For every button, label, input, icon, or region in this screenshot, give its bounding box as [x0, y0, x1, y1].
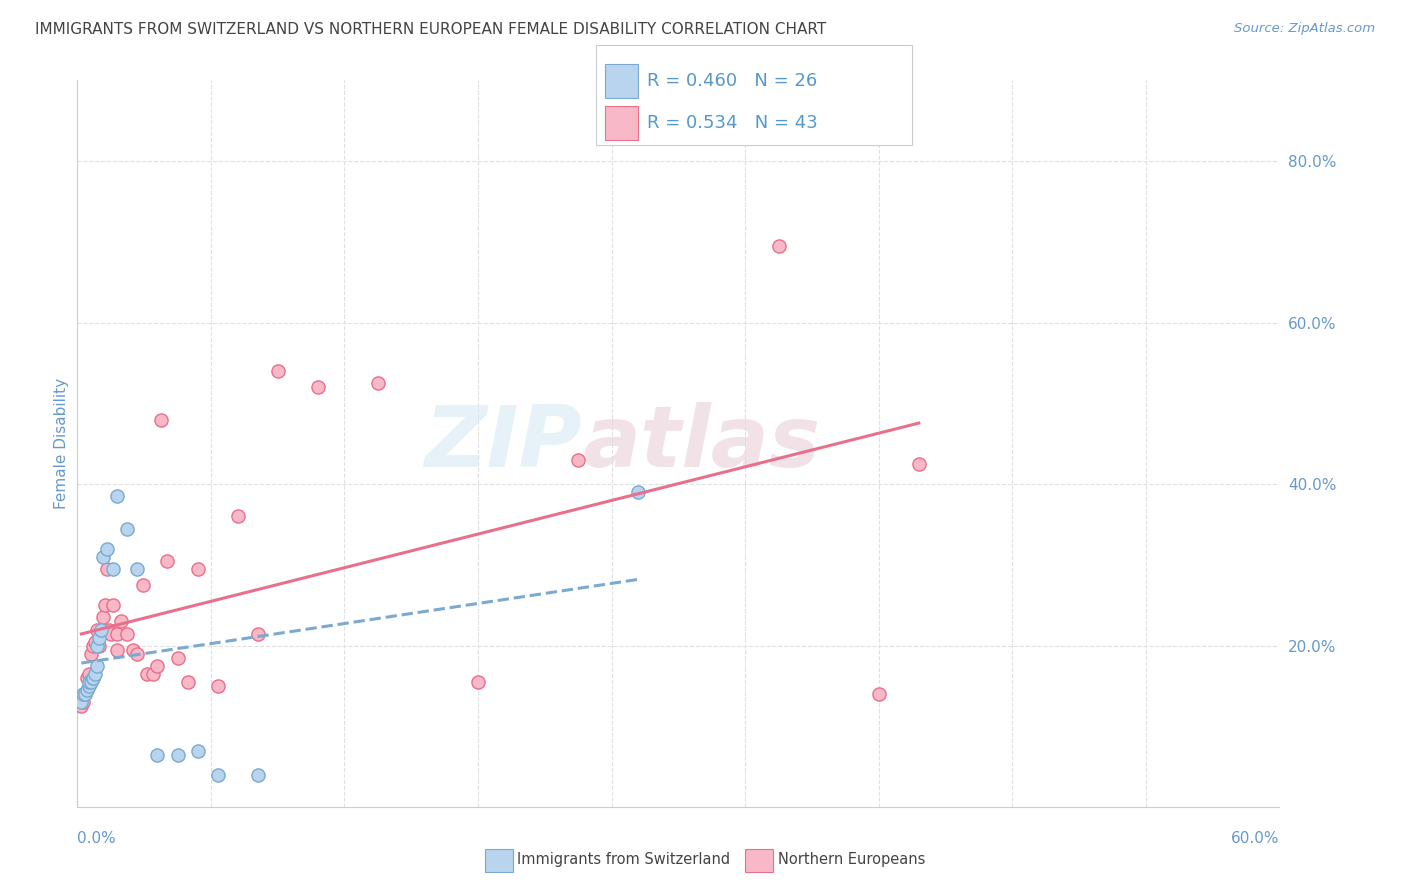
Point: [96, 541, 118, 556]
Point: [79, 675, 101, 690]
Point: [136, 667, 159, 681]
Point: [76, 671, 98, 685]
Point: [132, 578, 155, 592]
Point: [93, 610, 115, 624]
Point: [70, 695, 93, 709]
Text: 60.0%: 60.0%: [1232, 831, 1279, 846]
Point: [98, 623, 121, 637]
Text: R = 0.460   N = 26: R = 0.460 N = 26: [647, 72, 817, 90]
Point: [86, 623, 108, 637]
Point: [868, 687, 890, 701]
Text: ZIP: ZIP: [425, 402, 582, 485]
Point: [166, 747, 188, 762]
Point: [82, 639, 104, 653]
Text: Immigrants from Switzerland: Immigrants from Switzerland: [517, 853, 731, 867]
Text: Source: ZipAtlas.com: Source: ZipAtlas.com: [1234, 22, 1375, 36]
Point: [89, 639, 111, 653]
Point: [146, 659, 169, 673]
Point: [93, 549, 115, 564]
Point: [117, 626, 139, 640]
Point: [90, 626, 112, 640]
Point: [90, 623, 112, 637]
Point: [89, 631, 111, 645]
Point: [70, 699, 93, 714]
Point: [82, 671, 104, 685]
Point: [187, 562, 209, 576]
Point: [226, 509, 249, 524]
Point: [367, 376, 389, 391]
Point: [207, 768, 229, 782]
Point: [107, 626, 129, 640]
Point: [86, 659, 108, 673]
Point: [86, 639, 108, 653]
Text: 0.0%: 0.0%: [77, 831, 117, 846]
Text: R = 0.534   N = 43: R = 0.534 N = 43: [647, 114, 817, 132]
Point: [122, 642, 145, 657]
Point: [307, 380, 329, 394]
Point: [627, 485, 650, 500]
Point: [84, 634, 107, 648]
Point: [176, 675, 198, 690]
Point: [908, 457, 931, 471]
Point: [166, 650, 188, 665]
Point: [107, 489, 129, 503]
Y-axis label: Female Disability: Female Disability: [53, 378, 69, 509]
Point: [267, 364, 290, 378]
Point: [76, 683, 98, 698]
Text: Northern Europeans: Northern Europeans: [778, 853, 925, 867]
Point: [146, 747, 169, 762]
Text: IMMIGRANTS FROM SWITZERLAND VS NORTHERN EUROPEAN FEMALE DISABILITY CORRELATION C: IMMIGRANTS FROM SWITZERLAND VS NORTHERN …: [35, 22, 827, 37]
Point: [79, 667, 101, 681]
Point: [84, 667, 107, 681]
Point: [94, 599, 117, 613]
Point: [75, 687, 97, 701]
Text: atlas: atlas: [582, 402, 820, 485]
Point: [80, 675, 103, 690]
Point: [768, 239, 790, 253]
Point: [187, 744, 209, 758]
Point: [142, 667, 165, 681]
Point: [96, 562, 118, 576]
Point: [72, 687, 94, 701]
Point: [567, 453, 589, 467]
Point: [80, 647, 103, 661]
Point: [246, 626, 269, 640]
Point: [467, 675, 489, 690]
Point: [79, 679, 101, 693]
Point: [100, 626, 122, 640]
Point: [150, 412, 173, 426]
Point: [127, 562, 149, 576]
Point: [246, 768, 269, 782]
Point: [75, 687, 97, 701]
Point: [103, 562, 125, 576]
Point: [207, 679, 229, 693]
Point: [107, 642, 129, 657]
Point: [127, 647, 149, 661]
Point: [110, 615, 132, 629]
Point: [103, 599, 125, 613]
Point: [156, 554, 179, 568]
Point: [117, 522, 139, 536]
Point: [82, 671, 104, 685]
Point: [72, 695, 94, 709]
